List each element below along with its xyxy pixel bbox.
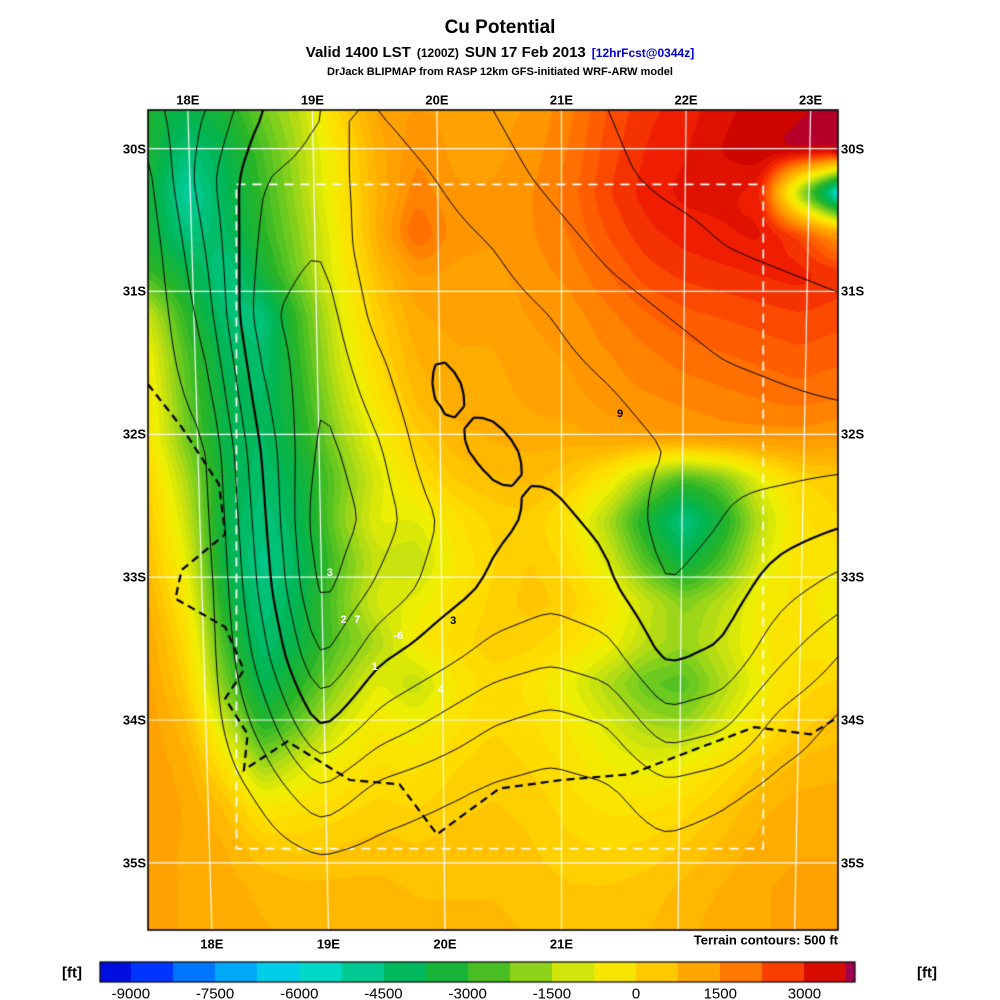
x-tick-bottom: 19E [316, 936, 340, 952]
contour-label: 9 [616, 408, 624, 421]
x-tick-top: 22E [674, 92, 698, 108]
contour-label: 4 [437, 684, 444, 696]
x-tick-top: 20E [425, 92, 449, 108]
x-tick-top: 18E [176, 92, 200, 108]
y-tick-right: 32S [841, 426, 865, 442]
x-tick-bottom: 18E [200, 936, 224, 952]
y-tick-left: 35S [122, 855, 146, 871]
colorbar-tick: 0 [631, 985, 641, 1000]
valid-zulu: (1200Z) [416, 45, 459, 60]
figure-header: Cu Potential Valid 1400 LST (1200Z) SUN 17… [0, 16, 1000, 79]
y-tick-right: 33S [841, 569, 865, 585]
contour-label: 3 [326, 566, 333, 579]
colorbar-tick: -4500 [364, 985, 403, 1000]
y-tick-left: 34S [122, 712, 146, 728]
colorbar-unit-left: [ft] [62, 964, 82, 982]
colorbar-tick: 1500 [703, 985, 737, 1000]
y-tick-left: 32S [122, 426, 146, 442]
y-tick-left: 30S [122, 141, 146, 157]
valid-date: SUN 17 Feb 2013 [464, 43, 586, 61]
y-tick-left: 31S [122, 283, 146, 299]
y-tick-right: 35S [841, 855, 865, 871]
x-tick-bottom: 20E [433, 936, 457, 952]
contour-label: 2 [340, 614, 347, 626]
contour-label: -6 [393, 629, 404, 642]
y-tick-right: 34S [841, 712, 865, 728]
plot-title: Cu Potential [444, 17, 556, 38]
x-tick-top: 23E [799, 92, 823, 108]
model-line: DrJack BLIPMAP from RASP 12km GFS-initia… [327, 65, 673, 78]
contour-label: 1 [371, 661, 378, 674]
colorbar-tick: -6000 [280, 985, 319, 1000]
x-tick-top: 21E [549, 92, 574, 108]
colorbar-tick: -3000 [448, 985, 487, 1000]
colorbar-tick: 3000 [787, 985, 822, 1000]
x-tick-top: 19E [300, 92, 324, 108]
forecast-tag: [12hrFcst@0344z] [591, 45, 695, 60]
y-tick-right: 30S [841, 141, 865, 157]
colorbar-tick: -9000 [111, 985, 151, 1000]
contour-label: 7 [354, 614, 361, 626]
colorbar-tick: -7500 [195, 985, 235, 1000]
valid-time: Valid 1400 LST [305, 43, 411, 61]
x-tick-bottom: 21E [549, 936, 574, 952]
valid-line: Valid 1400 LST (1200Z) SUN 17 Feb 2013 [12h… [0, 44, 1000, 63]
colorbar-unit-right: [ft] [917, 964, 937, 982]
contour-label: 3 [450, 615, 457, 628]
colorbar-tick: -1500 [532, 985, 572, 1000]
terrain-note: Terrain contours: 500 ft [693, 932, 838, 948]
y-tick-left: 33S [122, 569, 146, 585]
y-tick-right: 31S [841, 283, 865, 299]
